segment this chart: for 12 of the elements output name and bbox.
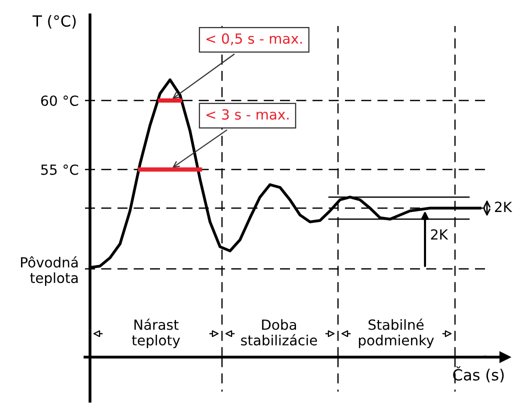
annotation: 2K <box>431 229 448 240</box>
annotation: Stabilné podmienky <box>358 318 434 348</box>
annotation: Nárast teploty <box>132 318 180 348</box>
y-axis-title: T (°C) <box>32 14 76 29</box>
x-axis-title: Čas (s) <box>453 366 504 382</box>
y-tick-label: 60 °C <box>41 95 78 106</box>
annotation: Doba stabilizácie <box>241 319 317 346</box>
text: 2K <box>495 202 512 212</box>
y-tick-label: Pôvodná teplota <box>21 256 78 286</box>
annotation: < 0,5 s - max. <box>206 33 302 46</box>
annotation: < 3 s - max. <box>206 109 289 120</box>
y-tick-label: 55 °C <box>41 164 78 175</box>
